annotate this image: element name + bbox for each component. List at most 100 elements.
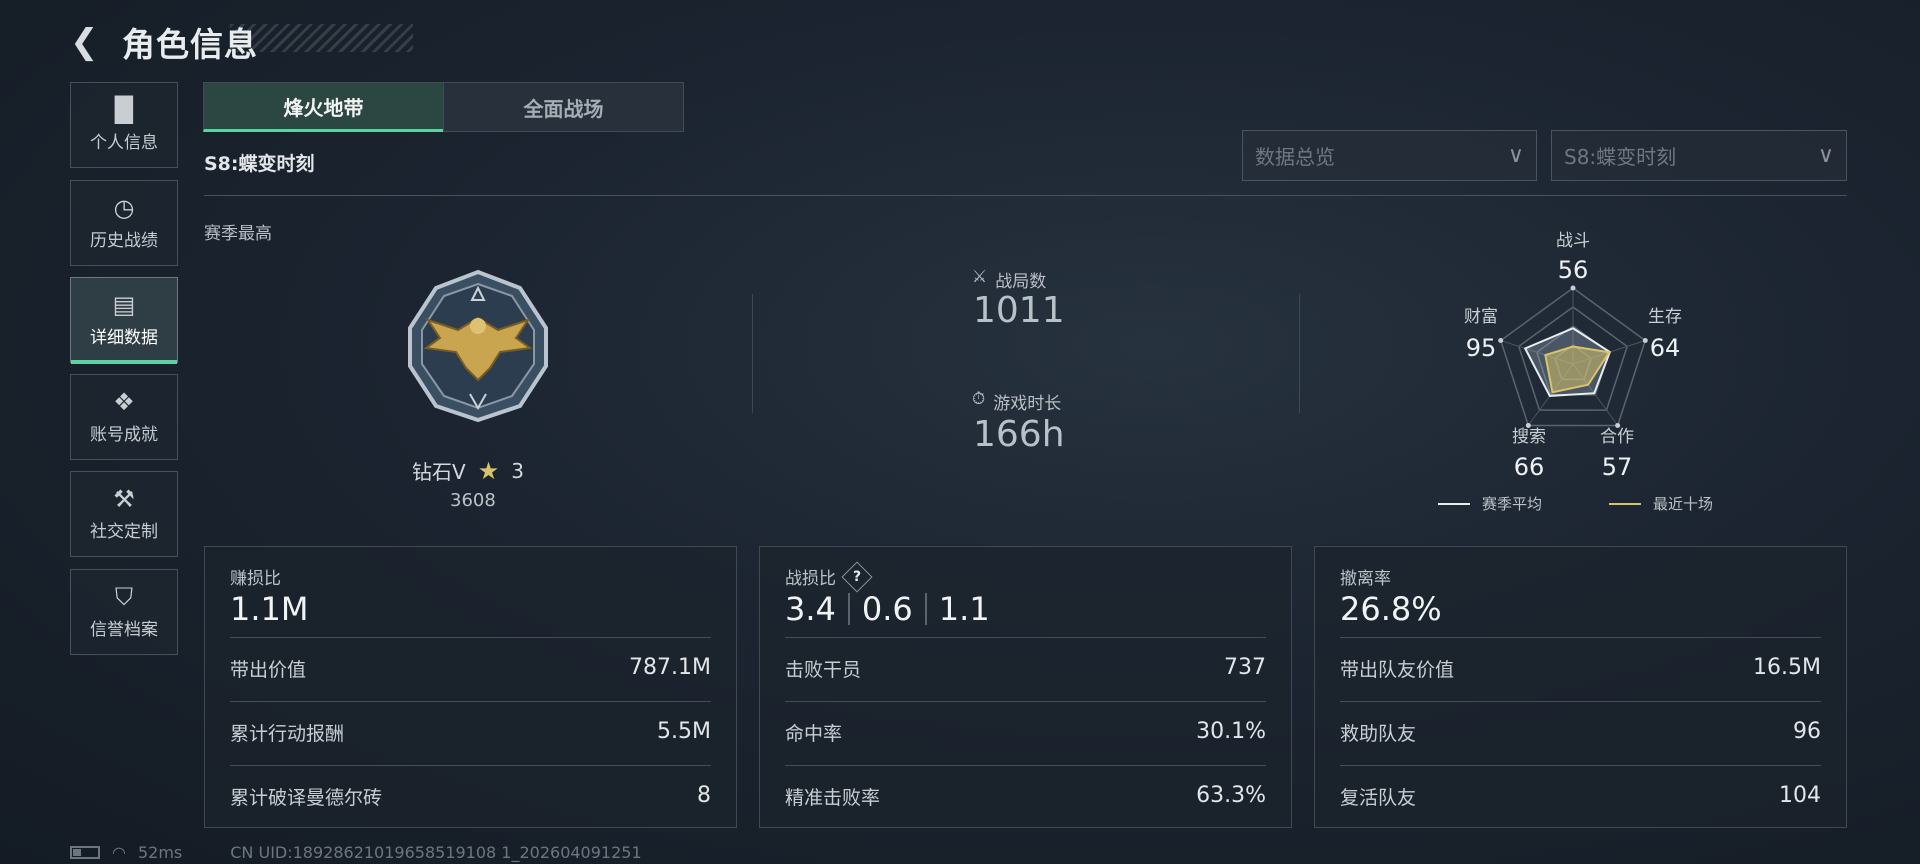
divider	[1299, 294, 1300, 413]
chevron-down-icon: ∨	[1817, 143, 1834, 168]
card-values: 3.4 0.6 1.1	[785, 590, 990, 628]
card-label: 战损比	[785, 569, 836, 589]
card-label: 赚损比	[230, 569, 281, 589]
achievement-icon: ❖	[113, 387, 135, 416]
season-dropdown[interactable]: S8:蝶变时刻 ∨	[1551, 130, 1847, 181]
divider	[204, 195, 1847, 196]
rank-badge-icon	[408, 269, 548, 423]
back-button[interactable]: ❮	[70, 22, 99, 62]
playtime-label-row: ⏱ 游戏时长	[972, 389, 1061, 414]
radar-vertex	[1525, 422, 1531, 428]
stat-row: 击败干员 737	[785, 655, 1266, 681]
legend-recent-ten: 最近十场	[1609, 493, 1713, 514]
divider	[752, 294, 753, 413]
rank-info: 钻石V ★ 3	[412, 456, 524, 485]
stat-row: 复活队友 104	[1340, 783, 1821, 809]
dropdown-value: S8:蝶变时刻	[1564, 145, 1677, 169]
divider	[230, 637, 711, 638]
tab-fenghuo[interactable]: 烽火地带	[203, 82, 444, 132]
sidebar-item-history[interactable]: ◷ 历史战绩	[70, 180, 178, 266]
card-value: 1.1M	[230, 590, 309, 628]
radar-axis-label: 合作	[1600, 427, 1634, 447]
stat-row: 累计破译曼德尔砖 8	[230, 783, 711, 809]
history-icon: ◷	[113, 193, 135, 222]
matches-label-row: ⚔ 战局数	[972, 267, 1046, 292]
tab-full-battlefield[interactable]: 全面战场	[443, 82, 684, 132]
sidebar-item-achievements[interactable]: ❖ 账号成就	[70, 374, 178, 460]
tools-icon: ⚒	[113, 484, 135, 513]
legend-swatch	[1438, 502, 1470, 505]
card-label-row: 战损比?	[785, 560, 873, 593]
folder-icon: ▤	[112, 290, 136, 319]
card-extraction-rate: 撤离率 26.8% 带出队友价值 16.5M 救助队友 96 复活队友 104	[1314, 546, 1847, 828]
sidebar-item-label: 个人信息	[90, 132, 158, 153]
stat-row: 带出队友价值 16.5M	[1340, 655, 1821, 681]
title-decoration	[230, 24, 413, 52]
playtime-label: 游戏时长	[993, 394, 1062, 414]
divider	[785, 637, 1266, 638]
help-icon[interactable]: ?	[841, 560, 873, 593]
bar-chart-icon: ▐▌	[105, 95, 143, 124]
star-icon: ★	[477, 456, 500, 485]
sidebar-item-label: 信誉档案	[90, 619, 158, 640]
page-title: 角色信息	[122, 25, 258, 64]
radar-axis-label: 战斗	[1556, 231, 1590, 251]
season-best-label: 赛季最高	[204, 224, 272, 244]
status-bar: ◠ 52ms CN UID:18928621019658519108 1_202…	[70, 843, 642, 862]
card-value: 26.8%	[1340, 590, 1442, 628]
radar-axis-value: 64	[1650, 334, 1681, 362]
legend-swatch	[1609, 502, 1641, 505]
radar-axis-label: 生存	[1648, 307, 1682, 327]
divider	[230, 765, 711, 766]
radar-vertex	[1642, 338, 1648, 344]
shield-icon: ⛉	[115, 582, 133, 611]
radar-vertex	[1498, 338, 1504, 344]
sidebar-item-credit[interactable]: ⛉ 信誉档案	[70, 569, 178, 655]
sidebar-item-label: 历史战绩	[90, 230, 158, 251]
sidebar-item-label: 账号成就	[90, 424, 158, 445]
sidebar-item-label: 详细数据	[90, 327, 158, 348]
dropdown-value: 数据总览	[1255, 145, 1335, 169]
radar-vertex	[1615, 422, 1621, 428]
chevron-down-icon: ∨	[1507, 143, 1524, 168]
divider	[1340, 765, 1821, 766]
data-type-dropdown[interactable]: 数据总览 ∨	[1242, 130, 1537, 181]
stat-row: 累计行动报酬 5.5M	[230, 719, 711, 745]
sidebar-item-personal-info[interactable]: ▐▌ 个人信息	[70, 82, 178, 168]
card-profit-ratio: 赚损比 1.1M 带出价值 787.1M 累计行动报酬 5.5M 累计破译曼德尔砖 8	[204, 546, 737, 828]
stat-row: 救助队友 96	[1340, 719, 1821, 745]
card-label: 撤离率	[1340, 569, 1391, 589]
divider	[1340, 637, 1821, 638]
wifi-icon: ◠	[112, 843, 126, 862]
radar-axis-value: 95	[1466, 334, 1497, 362]
ping: 52ms	[137, 843, 183, 862]
sidebar-item-social[interactable]: ⚒ 社交定制	[70, 471, 178, 557]
stat-row: 命中率 30.1%	[785, 719, 1266, 745]
rank-score: 3608	[450, 490, 496, 511]
crossed-swords-icon: ⚔	[972, 267, 988, 287]
sidebar-item-detailed-data[interactable]: ▤ 详细数据	[70, 277, 178, 364]
legend-label: 最近十场	[1653, 495, 1714, 513]
divider	[785, 701, 1266, 702]
uid: CN UID:18928621019658519108 1_2026040912…	[230, 843, 642, 862]
radar-axis-value: 57	[1602, 453, 1633, 481]
season-title: S8:蝶变时刻	[204, 153, 315, 175]
rank-name: 钻石V	[412, 460, 466, 484]
radar-series-recent-ten	[1544, 345, 1611, 394]
radar-axis-label: 财富	[1464, 307, 1498, 327]
divider	[785, 765, 1266, 766]
battery-icon	[70, 846, 100, 859]
radar-grid	[1499, 287, 1647, 427]
radar-grid	[1517, 306, 1629, 411]
radar-axis-label: 搜索	[1512, 427, 1546, 447]
radar-axis-value: 66	[1514, 453, 1545, 481]
legend-season-avg: 赛季平均	[1438, 493, 1542, 514]
stat-row: 带出价值 787.1M	[230, 655, 711, 681]
matches-label: 战局数	[995, 272, 1047, 292]
divider	[230, 701, 711, 702]
stat-row: 精准击败率 63.3%	[785, 783, 1266, 809]
radar-axis-value: 56	[1558, 256, 1589, 284]
playtime-value: 166h	[973, 414, 1065, 455]
chevron-left-icon: ❮	[70, 22, 99, 62]
rank-stars: 3	[511, 458, 524, 483]
